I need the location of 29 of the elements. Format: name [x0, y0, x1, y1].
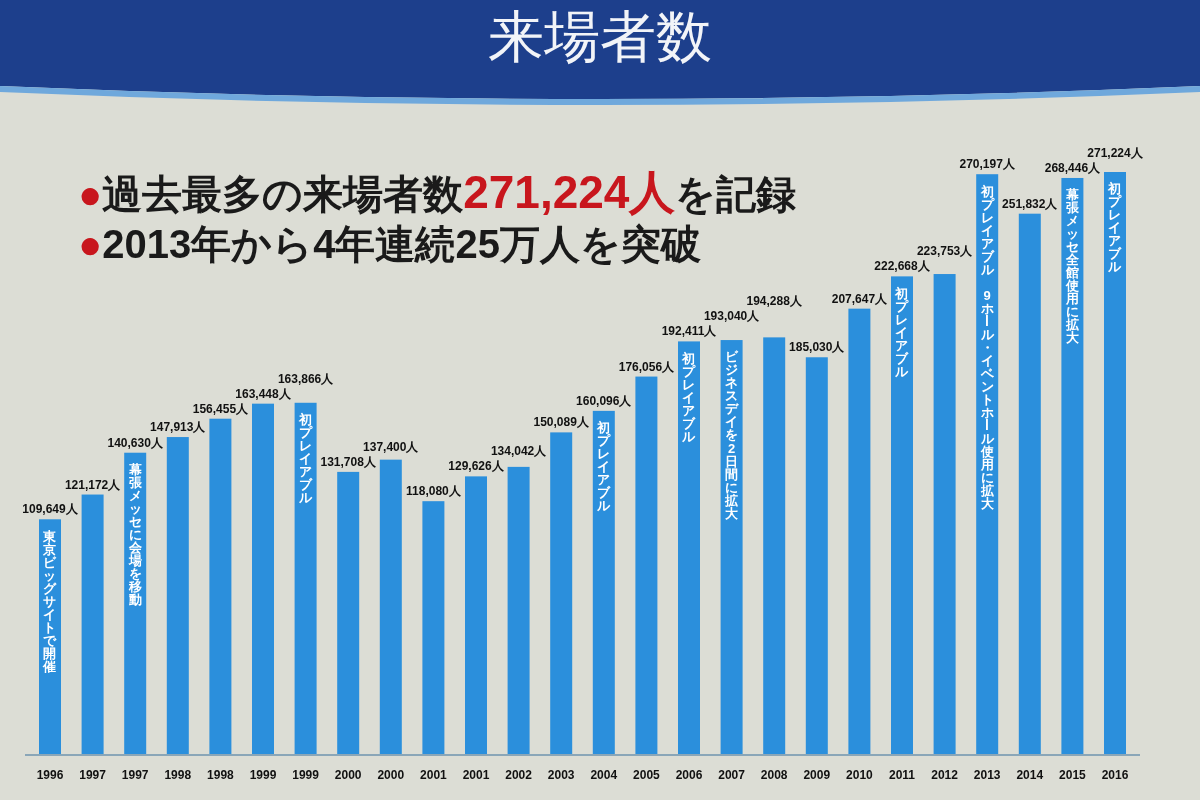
x-tick-label: 2004: [590, 768, 618, 782]
x-tick-label: 2006: [675, 768, 703, 782]
x-tick-label: 2007: [718, 768, 745, 782]
annotation: ●過去最多の来場者数271,224人を記録: [78, 166, 797, 218]
x-tick-label: 1997: [79, 768, 106, 782]
x-tick-label: 2015: [1059, 768, 1086, 782]
x-tick-label: 2011: [889, 768, 915, 782]
x-tick-label: 2001: [420, 768, 447, 782]
x-tick-label: 2009: [803, 768, 831, 782]
x-tick-label: 1999: [292, 768, 319, 782]
x-tick-label: 2008: [760, 768, 788, 782]
annotation: ●2013年から4年連続25万人を突破: [78, 222, 701, 266]
x-tick-label: 2005: [633, 768, 660, 782]
x-tick-label: 1998: [207, 768, 234, 782]
x-tick-label: 1996: [36, 768, 64, 782]
x-tick-label: 2012: [931, 768, 958, 782]
x-tick-label: 2003: [547, 768, 575, 782]
x-tick-label: 2002: [505, 768, 532, 782]
x-tick-label: 2013: [973, 768, 1001, 782]
x-tick-label: 2016: [1101, 768, 1129, 782]
x-tick-label: 2000: [334, 768, 362, 782]
x-tick-label: 2001: [462, 768, 490, 782]
x-tick-label: 1997: [121, 768, 149, 782]
x-tick-label: 2000: [377, 768, 405, 782]
x-tick-label: 1998: [164, 768, 192, 782]
title: 来場者数: [488, 5, 712, 68]
x-tick-label: 2014: [1016, 768, 1044, 782]
x-tick-label: 2010: [846, 768, 873, 782]
x-tick-label: 1999: [249, 768, 277, 782]
